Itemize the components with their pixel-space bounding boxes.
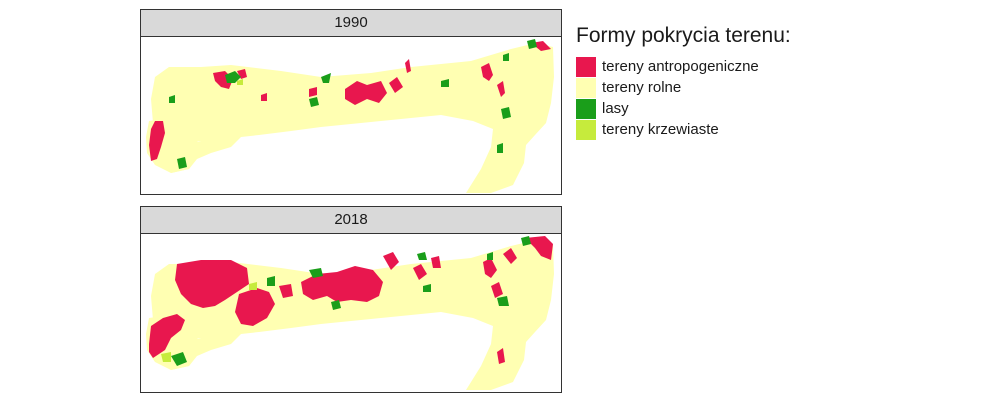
urban-area <box>431 256 441 268</box>
land-cover-map-2018 <box>146 236 554 390</box>
legend-label: tereny krzewiaste <box>602 121 719 138</box>
legend-swatch-agricultural <box>576 77 596 98</box>
forest-area <box>177 157 187 169</box>
legend-label: tereny antropogeniczne <box>602 58 759 75</box>
forest-area <box>267 276 275 286</box>
forest-area <box>527 39 537 49</box>
legend-swatch-shrubland <box>576 119 596 140</box>
urban-area <box>149 121 165 161</box>
forest-area <box>225 71 241 83</box>
forest-area <box>497 143 503 153</box>
forest-area <box>503 53 509 61</box>
legend-label: lasy <box>602 100 629 117</box>
urban-area <box>491 282 503 298</box>
urban-area <box>525 236 553 260</box>
legend-swatch-urban <box>576 56 596 77</box>
forest-area <box>309 97 319 107</box>
urban-area <box>309 87 317 97</box>
legend-item-forest: lasy <box>576 98 791 119</box>
shrubland-area <box>161 352 171 362</box>
legend: Formy pokrycia terenu: tereny antropogen… <box>576 24 791 140</box>
shrubland-area <box>249 282 257 290</box>
shrubland-area <box>237 79 243 85</box>
forest-area <box>497 296 509 306</box>
forest-area <box>169 95 175 103</box>
urban-area <box>497 348 505 364</box>
urban-area <box>261 93 267 101</box>
legend-title: Formy pokrycia terenu: <box>576 24 791 47</box>
urban-area <box>175 260 249 308</box>
forest-area <box>521 236 531 246</box>
land-cover-map-1990 <box>146 39 554 193</box>
urban-area <box>483 258 497 278</box>
map-panel-2018: 2018 <box>140 206 562 393</box>
legend-item-agricultural: tereny rolne <box>576 77 791 98</box>
urban-area <box>149 314 185 358</box>
forest-area <box>331 300 341 310</box>
agricultural-area <box>151 240 554 390</box>
legend-item-urban: tereny antropogeniczne <box>576 56 791 77</box>
urban-area <box>235 288 275 326</box>
panel-title-2018: 2018 <box>141 207 561 234</box>
forest-area <box>423 284 431 292</box>
forest-area <box>501 107 511 119</box>
urban-area <box>345 81 387 105</box>
urban-area <box>503 248 517 264</box>
urban-area <box>497 81 505 97</box>
legend-item-shrubland: tereny krzewiaste <box>576 119 791 140</box>
legend-label: tereny rolne <box>602 79 682 96</box>
forest-area <box>321 73 331 83</box>
urban-area <box>383 252 399 270</box>
forest-area <box>487 252 493 260</box>
map-panel-1990: 1990 <box>140 9 562 195</box>
agricultural-area <box>151 43 554 193</box>
forest-area <box>309 268 323 278</box>
forest-area <box>171 352 187 366</box>
forest-area <box>441 79 449 87</box>
urban-area <box>481 63 493 81</box>
urban-area <box>389 77 403 93</box>
panel-title-1990: 1990 <box>141 10 561 37</box>
urban-area <box>279 284 293 298</box>
legend-swatch-forest <box>576 98 596 119</box>
forest-area <box>417 252 427 260</box>
urban-area <box>405 59 411 73</box>
urban-area <box>237 69 247 79</box>
urban-area <box>413 264 427 280</box>
